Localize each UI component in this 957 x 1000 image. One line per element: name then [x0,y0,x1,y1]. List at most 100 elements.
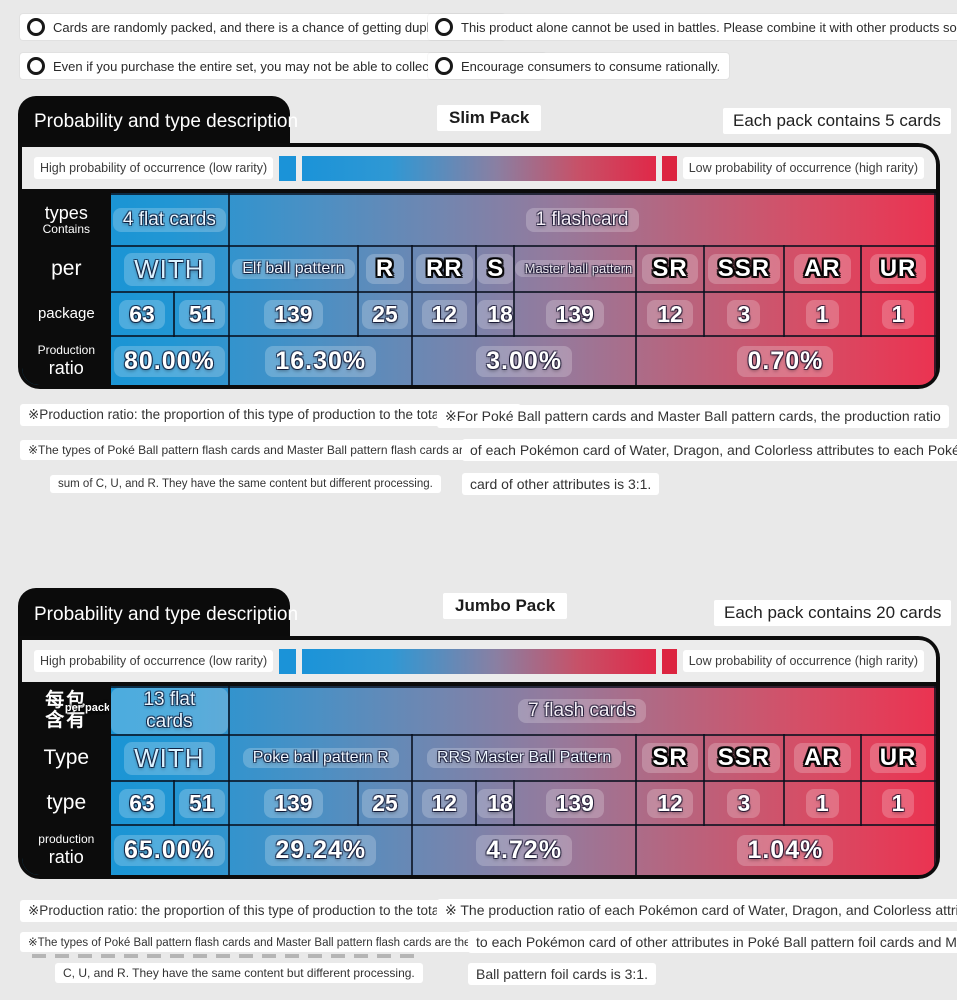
circle-bullet-icon [27,57,45,75]
disclaimer-note: Encourage consumers to consume rationall… [428,53,730,79]
ratio-cell: 4.72% [411,824,637,875]
jumbo-section-title-tab: Probability and type description [18,588,298,636]
jumbo-pack-size-label: Each pack contains 20 cards [714,600,952,626]
type-header-cell: RR [411,245,478,293]
ratio-cell: 29.24% [228,824,414,875]
row-label-cell: types Contains [22,193,111,247]
type-header-cell: AR [782,734,863,782]
count-cell: 3 [703,780,785,826]
slim-pack-type-label: Slim Pack [437,105,542,131]
ratio-cell: 16.30% [228,335,414,385]
count-cell: 1 [860,780,936,826]
row-label-cell: Production ratio [22,335,111,385]
count-cell: 12 [634,291,706,337]
section-title: Probability and type description [34,111,299,132]
type-header-cell: WITH [108,734,231,782]
contains-flat-cell: 4 flat cards [108,193,231,247]
disclaimer-text: Cards are randomly packed, and there is … [53,19,496,35]
count-cell: 12 [634,780,706,826]
ratio-cell: 80.00% [108,335,231,385]
count-cell: 63 [108,780,176,826]
slim-probability-table-wrap: types Contains 4 flat cards 1 flashcard … [22,193,936,385]
type-header-cell: UR [860,245,936,293]
rarity-gradient-bar [302,648,656,674]
type-header-cell: R [356,245,414,293]
circle-bullet-icon [435,18,453,36]
type-header-cell: UR [860,734,936,782]
footnote: of each Pokémon card of Water, Dragon, a… [462,439,957,461]
type-header-cell: SR [634,734,706,782]
count-cell: 1 [782,291,863,337]
footnote: ※ The production ratio of each Pokémon c… [437,899,957,922]
disclaimer-note: This product alone cannot be used in bat… [428,14,957,40]
contains-flat-cell: 13 flat cards [108,686,231,736]
disclaimer-text: This product alone cannot be used in bat… [461,19,957,35]
row-label-cell: Type [22,734,111,782]
type-header-cell: SSR [703,734,785,782]
circle-bullet-icon [27,18,45,36]
slim-probability-table: types Contains 4 flat cards 1 flashcard … [22,193,936,385]
count-cell: 63 [108,291,176,337]
footnote: to each Pokémon card of other attributes… [468,931,957,953]
type-header-cell: Poke ball pattern R [228,734,414,782]
ratio-cell: 65.00% [108,824,231,875]
count-cell: 139 [228,780,359,826]
rarity-gradient-row: High probability of occurrence (low rari… [22,147,936,189]
row-label-cell: type [22,780,111,826]
row-label-cell: per [22,245,111,293]
footnote: sum of C, U, and R. They have the same c… [50,475,441,493]
high-probability-label: High probability of occurrence (low rari… [34,650,274,672]
footnote: ※Production ratio: the proportion of thi… [20,900,521,922]
rarity-gradient-row: High probability of occurrence (low rari… [22,640,936,682]
footnote: ※Production ratio: the proportion of thi… [20,404,521,426]
row-label-cell: production ratio [22,824,111,875]
count-cell: 1 [782,780,863,826]
low-probability-label: Low probability of occurrence (high rari… [682,650,924,672]
footnote: ※The types of Poké Ball pattern flash ca… [20,932,517,952]
gradient-end-chip [661,155,677,181]
slim-section-title-tab: Probability and type description [18,96,298,143]
section-title: Probability and type description [34,604,299,625]
type-header-cell: S [475,245,515,293]
jumbo-pack-panel: High probability of occurrence (low rari… [18,636,940,879]
footnote: ※The types of Poké Ball pattern flash ca… [20,440,498,460]
type-header-cell: Elf ball pattern [228,245,359,293]
count-cell: 25 [356,291,414,337]
disclaimer-note: Cards are randomly packed, and there is … [20,14,505,40]
count-cell: 3 [703,291,785,337]
jumbo-probability-table-wrap: 每包 含有 per pack 13 flat cards 7 flash car… [22,686,936,875]
count-cell: 18 [475,291,515,337]
gradient-start-chip [279,155,297,181]
footnote: card of other attributes is 3:1. [462,473,660,495]
high-probability-label: High probability of occurrence (low rari… [34,157,274,179]
jumbo-probability-table: 每包 含有 per pack 13 flat cards 7 flash car… [22,686,936,875]
type-header-cell: SR [634,245,706,293]
count-cell: 12 [411,291,478,337]
gradient-end-chip [661,648,677,674]
count-cell: 139 [512,291,637,337]
type-header-cell: Master ball pattern [512,245,637,293]
count-cell: 139 [512,780,637,826]
count-cell: 18 [475,780,515,826]
row-label-cell: 每包 含有 per pack [22,686,111,736]
count-cell: 51 [173,291,231,337]
count-cell: 51 [173,780,231,826]
ratio-cell: 1.04% [634,824,936,875]
count-cell: 25 [356,780,414,826]
type-header-cell: WITH [108,245,231,293]
count-cell: 139 [228,291,359,337]
slim-pack-panel: High probability of occurrence (low rari… [18,143,940,389]
per-pack-overlay-label: per pack [64,702,110,715]
contains-flash-cell: 7 flash cards [228,686,936,736]
disclaimer-text: Even if you purchase the entire set, you… [53,58,538,74]
footnote: ※For Poké Ball pattern cards and Master … [437,405,949,428]
type-header-cell: RRS Master Ball Pattern [411,734,637,782]
contains-flash-cell: 1 flashcard [228,193,936,247]
disclaimer-text: Encourage consumers to consume rationall… [461,58,721,74]
count-cell: 1 [860,291,936,337]
translation-artifact-dashes [32,954,417,958]
circle-bullet-icon [435,57,453,75]
count-cell: 12 [411,780,478,826]
ratio-cell: 0.70% [634,335,936,385]
type-header-cell: AR [782,245,863,293]
